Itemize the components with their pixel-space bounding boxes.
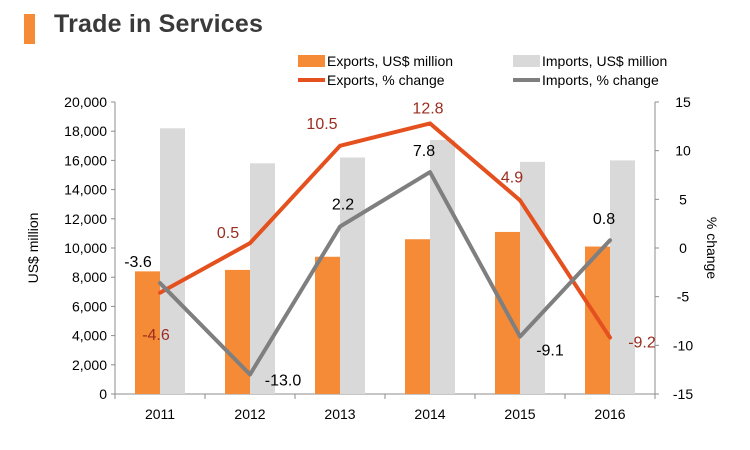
- y-tick-label-right: -10: [673, 337, 693, 353]
- legend-swatch-imports-bar: [513, 55, 540, 67]
- y-tick-label-left: 6,000: [72, 298, 107, 314]
- x-tick-label: 2015: [504, 406, 535, 422]
- exports-change-label: 12.8: [412, 100, 443, 117]
- exports-change-label: -4.6: [142, 327, 170, 344]
- legend-label-exports-bar: Exports, US$ million: [327, 53, 453, 69]
- y-tick-label-right: 10: [675, 143, 691, 159]
- y-tick-label-left: 10,000: [64, 240, 107, 256]
- y-tick-label-right: -5: [677, 289, 690, 305]
- imports-change-label: -13.0: [265, 373, 302, 390]
- y-tick-label-left: 16,000: [64, 152, 107, 168]
- title-accent-bar: [24, 14, 35, 44]
- exports-bar: [225, 269, 250, 394]
- x-tick-label: 2016: [594, 406, 625, 422]
- y-tick-label-left: 18,000: [64, 123, 107, 139]
- legend-label-imports-line: Imports, % change: [542, 72, 659, 88]
- y-axis-title-left: US$ million: [25, 213, 41, 284]
- imports-change-label: -9.1: [536, 343, 564, 360]
- page-title: Trade in Services: [54, 10, 264, 38]
- y-tick-label-left: 2,000: [72, 357, 107, 373]
- exports-change-label: 10.5: [306, 116, 337, 133]
- y-tick-label-left: 20,000: [64, 94, 107, 110]
- exports-bar: [315, 256, 340, 394]
- y-tick-label-left: 8,000: [72, 269, 107, 285]
- y-tick-label-right: -15: [673, 386, 693, 402]
- y-tick-label-left: 0: [99, 386, 107, 402]
- x-tick-label: 2011: [145, 406, 175, 422]
- x-tick-label: 2012: [234, 406, 265, 422]
- imports-bar: [340, 157, 365, 394]
- exports-bar: [405, 239, 430, 394]
- exports-change-line: [158, 121, 612, 340]
- imports-change-label: 0.8: [593, 211, 615, 228]
- imports-bar: [610, 160, 635, 394]
- exports-change-label: -9.2: [628, 335, 656, 352]
- exports-change-label: 0.5: [217, 225, 239, 242]
- imports-bar: [160, 128, 185, 394]
- exports-change-label: 4.9: [501, 169, 523, 186]
- y-tick-label-right: 15: [675, 94, 691, 110]
- y-tick-label-right: 0: [679, 240, 687, 256]
- imports-bar: [250, 163, 275, 394]
- legend-label-imports-bar: Imports, US$ million: [542, 53, 667, 69]
- imports-change-label: 2.2: [332, 197, 354, 214]
- imports-change-label: 7.8: [413, 143, 435, 160]
- x-tick-label: 2014: [414, 406, 445, 422]
- x-tick-label: 2013: [324, 406, 355, 422]
- exports-bar: [135, 271, 160, 394]
- legend-swatch-exports-bar: [298, 55, 325, 67]
- y-tick-label-left: 4,000: [72, 328, 107, 344]
- imports-bar: [520, 161, 545, 394]
- legend-label-exports-line: Exports, % change: [327, 72, 445, 88]
- y-axis-title-right: % change: [704, 217, 720, 279]
- y-tick-label-right: 5: [679, 191, 687, 207]
- imports-change-line: [158, 170, 612, 377]
- y-tick-label-left: 14,000: [64, 182, 107, 198]
- y-tick-label-left: 12,000: [64, 211, 107, 227]
- imports-change-label: -3.6: [124, 254, 152, 271]
